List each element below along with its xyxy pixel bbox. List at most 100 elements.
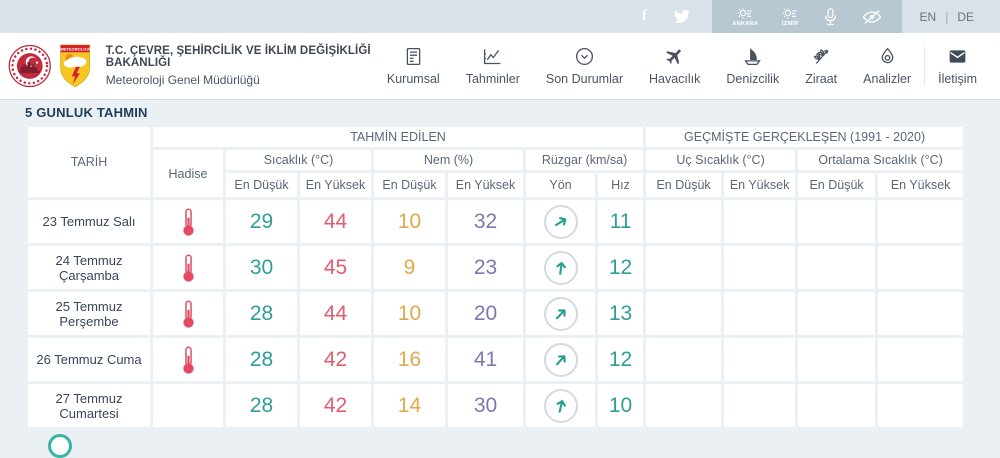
- accessibility-button[interactable]: [862, 9, 882, 25]
- past-extreme-max-cell: [724, 292, 796, 335]
- floating-widget-partial[interactable]: [48, 434, 72, 458]
- voice-assistant-button[interactable]: [823, 7, 838, 27]
- hum-max-cell: 30: [448, 384, 523, 427]
- col-header-temp-max: En Yüksek: [300, 173, 371, 197]
- quick-city-ankara[interactable]: ANKARA: [732, 6, 758, 27]
- nav-item-analizler[interactable]: Analizler: [850, 46, 924, 86]
- past-extreme-min-cell: [646, 246, 722, 289]
- temp-min-cell: 28: [226, 292, 297, 335]
- wind-arrow-icon: [555, 261, 566, 275]
- col-header-temp-min: En Düşük: [226, 173, 297, 197]
- date-cell: 26 Temmuz Cuma: [28, 338, 150, 381]
- quick-city-izmir[interactable]: İZMİR: [782, 6, 798, 27]
- water-drop-icon: [881, 47, 894, 64]
- lang-de[interactable]: DE: [957, 9, 974, 24]
- nav-item-son-durumlar[interactable]: Son Durumlar: [533, 46, 636, 86]
- nav-item-ziraat[interactable]: Ziraat: [792, 46, 850, 86]
- past-avg-min-cell: [798, 246, 876, 289]
- wind-dir-cell: [526, 384, 595, 427]
- past-avg-max-cell: [878, 200, 964, 243]
- wind-speed-cell: 12: [598, 338, 644, 381]
- wind-direction-dial: [543, 342, 578, 377]
- event-cell: [153, 246, 223, 289]
- nav-item-kurumsal[interactable]: Kurumsal: [374, 46, 453, 86]
- hum-min-cell: 10: [374, 200, 445, 243]
- hum-max-cell: 23: [448, 246, 523, 289]
- forecast-row: 26 Temmuz Cuma 28 42 16 41 12: [28, 338, 964, 381]
- col-header-hum-min: En Düşük: [374, 173, 445, 197]
- airplane-icon: [666, 49, 681, 65]
- nav-item-havacilik[interactable]: Havacılık: [636, 46, 713, 86]
- facebook-icon[interactable]: f: [641, 8, 647, 24]
- wind-speed-cell: 10: [598, 384, 644, 427]
- past-extreme-max-cell: [724, 246, 796, 289]
- city-weather-icon: [782, 7, 797, 19]
- temp-min-cell: 29: [226, 200, 297, 243]
- forecast-row: 23 Temmuz Salı 29 44 10 32 11: [28, 200, 964, 243]
- main-nav: Kurumsal Tahminler Son Durumlar Havacılı…: [374, 46, 990, 86]
- hum-min-cell: 9: [374, 246, 445, 289]
- page-title: 5 GUNLUK TAHMIN: [25, 105, 148, 120]
- nav-item-denizcilik[interactable]: Denizcilik: [713, 46, 792, 86]
- wheat-icon: [813, 49, 828, 64]
- col-header-humidity: Nem (%): [374, 150, 523, 170]
- lang-en[interactable]: EN: [919, 9, 937, 24]
- clock-status-icon: [575, 47, 593, 66]
- wind-dir-cell: [526, 338, 595, 381]
- group-header-past: GEÇMİŞTE GERÇEKLEŞEN (1991 - 2020): [646, 127, 964, 147]
- past-avg-min-cell: [798, 338, 876, 381]
- hum-min-cell: 14: [374, 384, 445, 427]
- col-header-hum-max: En Yüksek: [448, 173, 523, 197]
- temp-min-cell: 28: [226, 338, 297, 381]
- wind-speed-cell: 11: [598, 200, 644, 243]
- nav-label: Denizcilik: [726, 72, 780, 86]
- forecast-row: 25 Temmuz Perşembe 28 44 10 20 13: [28, 292, 964, 335]
- nav-label: Kurumsal: [386, 72, 440, 86]
- wind-arrow-icon: [554, 216, 566, 226]
- wind-direction-dial: [543, 296, 578, 331]
- svg-text:METEOROLOJİ: METEOROLOJİ: [61, 46, 90, 51]
- col-header-wind-speed: Hız: [598, 173, 644, 197]
- wind-dir-cell: [526, 200, 595, 243]
- chart-icon: [484, 49, 501, 65]
- microphone-icon: [824, 7, 836, 25]
- date-cell: 24 Temmuz Çarşamba: [28, 246, 150, 289]
- sailboat-icon: [744, 48, 762, 66]
- social-links: f: [636, 8, 691, 25]
- wind-arrow-icon: [555, 354, 566, 365]
- col-header-wind-dir: Yön: [526, 173, 595, 197]
- nav-item-tahminler[interactable]: Tahminler: [453, 46, 533, 86]
- forecast-row: 27 Temmuz Cumartesi 28 42 14 30 10: [28, 384, 964, 427]
- event-cell: [153, 338, 223, 381]
- col-header-temp: Sıcaklık (°C): [226, 150, 371, 170]
- twitter-icon[interactable]: [674, 9, 691, 25]
- col-header-avg-max: En Yüksek: [878, 173, 964, 197]
- hum-max-cell: 41: [448, 338, 523, 381]
- temp-max-cell: 44: [300, 292, 371, 335]
- home-link-brand[interactable]: METEOROLOJİ T.C. ÇEVRE, ŞEHİRCİLİK VE İK…: [8, 39, 374, 93]
- past-avg-max-cell: [878, 384, 964, 427]
- temp-max-cell: 42: [300, 338, 371, 381]
- nav-label: Analizler: [863, 72, 912, 86]
- agency-title: Meteoroloji Genel Müdürlüğü: [105, 73, 260, 87]
- col-header-date: TARİH: [28, 127, 150, 197]
- past-avg-min-cell: [798, 292, 876, 335]
- event-cell: [153, 384, 223, 427]
- past-avg-min-cell: [798, 200, 876, 243]
- quick-city-label: İZMİR: [782, 21, 799, 27]
- wind-direction-dial: [543, 250, 578, 285]
- top-tool-panel: ANKARA İZMİR: [712, 0, 902, 33]
- past-extreme-min-cell: [646, 384, 722, 427]
- lang-separator: |: [945, 9, 949, 24]
- col-header-extreme-max: En Yüksek: [724, 173, 796, 197]
- hum-min-cell: 16: [374, 338, 445, 381]
- col-header-avg-temp: Ortalama Sıcaklık (°C): [798, 150, 964, 170]
- nav-item-iletisim[interactable]: İletişim: [924, 46, 990, 86]
- quick-city-label: ANKARA: [732, 21, 759, 27]
- top-bar: f ANKARA İZMİR: [0, 0, 1000, 33]
- temp-max-cell: 44: [300, 200, 371, 243]
- nav-label: Son Durumlar: [545, 72, 623, 86]
- envelope-icon: [949, 50, 966, 63]
- ministry-seal-logo: [8, 44, 51, 88]
- brand-text: T.C. ÇEVRE, ŞEHİRCİLİK VE İKLİM DEĞİŞİKL…: [106, 45, 374, 87]
